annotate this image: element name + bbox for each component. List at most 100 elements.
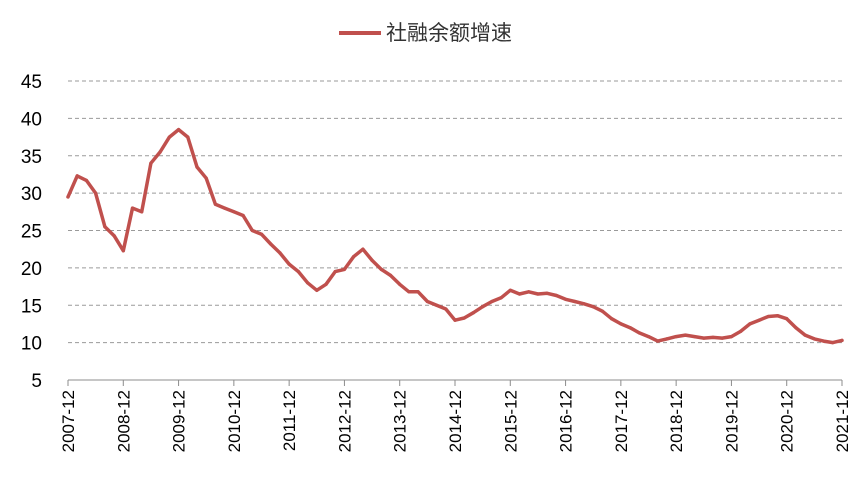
data-point bbox=[379, 267, 383, 271]
series-points bbox=[66, 128, 844, 345]
data-point bbox=[711, 335, 715, 339]
data-point bbox=[158, 150, 162, 154]
data-point bbox=[591, 305, 595, 309]
data-point bbox=[462, 316, 466, 320]
data-point bbox=[775, 314, 780, 318]
data-point bbox=[582, 302, 586, 306]
data-point bbox=[287, 262, 291, 266]
data-point bbox=[388, 273, 393, 277]
data-point bbox=[545, 291, 549, 295]
data-point bbox=[757, 318, 761, 322]
data-point bbox=[628, 326, 632, 330]
y-tick-label: 5 bbox=[31, 371, 42, 392]
x-tick-label: 2016-12 bbox=[557, 390, 576, 452]
y-tick-label: 15 bbox=[21, 296, 42, 317]
data-point bbox=[250, 228, 254, 233]
data-point bbox=[213, 202, 217, 206]
data-point bbox=[831, 341, 835, 345]
data-point bbox=[683, 333, 688, 337]
data-point bbox=[702, 336, 706, 340]
data-point bbox=[278, 251, 282, 255]
data-point bbox=[785, 317, 789, 321]
data-point bbox=[177, 128, 181, 132]
data-point bbox=[140, 210, 144, 214]
data-point bbox=[564, 297, 568, 301]
y-tick-label: 25 bbox=[21, 222, 42, 243]
data-point bbox=[398, 282, 402, 286]
x-tick-label: 2020-12 bbox=[778, 390, 797, 452]
data-point bbox=[361, 247, 365, 251]
data-point bbox=[435, 303, 439, 307]
data-point bbox=[186, 135, 190, 139]
data-point bbox=[794, 326, 798, 330]
data-point bbox=[259, 232, 264, 236]
data-point bbox=[232, 210, 236, 214]
data-point bbox=[610, 317, 614, 321]
data-point bbox=[517, 292, 522, 296]
data-point bbox=[444, 307, 448, 311]
data-point bbox=[840, 338, 844, 342]
y-axis-ticks: 5 10 15 20 25 30 35 40 45 bbox=[21, 72, 42, 392]
data-point bbox=[315, 288, 319, 292]
x-axis-ticks: 2007-12 2008-12 2009-12 2010-12 2011-12 2012-… bbox=[59, 380, 852, 452]
data-point bbox=[527, 290, 531, 294]
data-point bbox=[766, 314, 770, 319]
data-point bbox=[269, 242, 273, 246]
data-point bbox=[822, 339, 826, 343]
data-point bbox=[720, 336, 724, 340]
data-point bbox=[94, 191, 98, 195]
data-point bbox=[508, 288, 512, 292]
data-point bbox=[167, 135, 171, 139]
data-point bbox=[121, 249, 125, 253]
data-point bbox=[803, 333, 807, 337]
data-point bbox=[674, 335, 678, 339]
series-line bbox=[66, 127, 844, 345]
y-gridlines bbox=[68, 80, 842, 344]
data-point bbox=[646, 335, 651, 339]
x-tick-label: 2015-12 bbox=[501, 390, 520, 452]
data-point bbox=[342, 267, 346, 271]
data-point bbox=[296, 270, 300, 274]
data-point bbox=[416, 290, 420, 294]
x-tick-label: 2014-12 bbox=[446, 390, 465, 452]
data-point bbox=[204, 176, 208, 180]
data-point bbox=[554, 293, 559, 298]
data-point bbox=[693, 335, 697, 339]
data-point bbox=[84, 178, 88, 182]
data-point bbox=[490, 299, 494, 304]
data-point bbox=[481, 305, 485, 309]
data-point bbox=[149, 161, 153, 165]
data-point bbox=[453, 318, 457, 322]
x-tick-label: 2010-12 bbox=[225, 390, 244, 452]
y-tick-label: 10 bbox=[21, 334, 42, 355]
data-point bbox=[739, 329, 743, 333]
y-tick-label: 35 bbox=[21, 147, 42, 168]
data-point bbox=[130, 206, 135, 210]
y-tick-label: 30 bbox=[21, 184, 42, 205]
x-tick-label: 2007-12 bbox=[59, 390, 78, 452]
x-tick-label: 2021-12 bbox=[833, 390, 852, 452]
data-point bbox=[425, 299, 429, 304]
data-point bbox=[637, 331, 641, 335]
data-point bbox=[333, 270, 337, 274]
x-tick-label: 2012-12 bbox=[335, 390, 354, 452]
data-point bbox=[729, 335, 734, 339]
data-point bbox=[600, 309, 605, 313]
x-tick-label: 2013-12 bbox=[391, 390, 410, 452]
data-point bbox=[619, 322, 623, 326]
data-point bbox=[471, 311, 475, 315]
data-point bbox=[195, 165, 199, 169]
y-tick-label: 20 bbox=[21, 259, 42, 280]
x-tick-label: 2011-12 bbox=[280, 390, 299, 451]
y-tick-label: 45 bbox=[21, 72, 42, 93]
data-point bbox=[407, 290, 411, 294]
data-point bbox=[103, 225, 107, 229]
data-point bbox=[665, 337, 669, 341]
data-point bbox=[656, 339, 660, 343]
x-tick-label: 2019-12 bbox=[722, 390, 741, 452]
data-point bbox=[370, 258, 374, 262]
data-point bbox=[306, 281, 310, 285]
legend-label: 社融余额增速 bbox=[386, 21, 512, 45]
data-point bbox=[324, 282, 328, 286]
